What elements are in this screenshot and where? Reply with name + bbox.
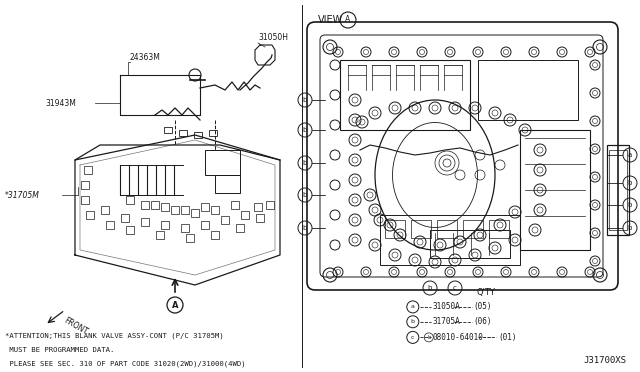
Text: 31050A: 31050A bbox=[433, 302, 461, 311]
Text: c: c bbox=[453, 285, 457, 291]
Bar bbox=[211, 231, 219, 239]
Text: a: a bbox=[411, 304, 415, 310]
Text: 08010-64010--: 08010-64010-- bbox=[433, 333, 493, 342]
Bar bbox=[607, 145, 629, 235]
Text: 31050H: 31050H bbox=[258, 33, 288, 42]
Bar bbox=[164, 127, 172, 133]
Bar bbox=[489, 220, 509, 238]
Text: A: A bbox=[172, 301, 179, 310]
Bar bbox=[463, 220, 483, 238]
Bar bbox=[340, 60, 470, 130]
Text: J31700XS: J31700XS bbox=[583, 356, 627, 365]
Text: b: b bbox=[628, 225, 632, 231]
Text: 24363M: 24363M bbox=[130, 54, 161, 62]
Bar bbox=[84, 166, 92, 174]
Bar bbox=[194, 132, 202, 138]
Text: (05): (05) bbox=[474, 302, 492, 311]
Bar bbox=[411, 220, 431, 238]
Bar bbox=[179, 130, 187, 136]
Bar bbox=[191, 209, 199, 217]
Bar bbox=[215, 175, 240, 193]
Text: b: b bbox=[428, 285, 432, 291]
Bar bbox=[126, 196, 134, 204]
Bar bbox=[385, 220, 405, 238]
Bar bbox=[81, 196, 89, 204]
Text: b: b bbox=[303, 97, 307, 103]
Bar bbox=[254, 203, 262, 211]
Text: VIEW: VIEW bbox=[318, 15, 343, 25]
Bar bbox=[609, 150, 627, 230]
Text: (06): (06) bbox=[474, 317, 492, 326]
Bar bbox=[256, 214, 264, 222]
Bar bbox=[211, 206, 219, 214]
Text: 31943M: 31943M bbox=[45, 99, 76, 108]
Bar bbox=[106, 221, 114, 229]
Text: b: b bbox=[303, 127, 307, 133]
Bar bbox=[126, 226, 134, 234]
Text: *31705M: *31705M bbox=[5, 190, 40, 199]
Bar bbox=[101, 206, 109, 214]
Bar bbox=[181, 224, 189, 232]
Bar bbox=[81, 181, 89, 189]
Text: b: b bbox=[628, 202, 632, 208]
Text: (01): (01) bbox=[499, 333, 517, 342]
Text: b: b bbox=[628, 180, 632, 186]
Bar bbox=[266, 201, 274, 209]
Text: Q'TY: Q'TY bbox=[477, 288, 496, 296]
Bar bbox=[520, 130, 590, 250]
Text: MUST BE PROGRAMMED DATA.: MUST BE PROGRAMMED DATA. bbox=[5, 347, 115, 353]
Bar bbox=[201, 221, 209, 229]
Bar bbox=[231, 201, 239, 209]
Bar bbox=[241, 211, 249, 219]
Text: a: a bbox=[628, 152, 632, 158]
Text: b: b bbox=[303, 225, 307, 231]
Bar bbox=[171, 206, 179, 214]
Text: b: b bbox=[303, 160, 307, 166]
Bar bbox=[181, 206, 189, 214]
Text: 31705A: 31705A bbox=[433, 317, 461, 326]
Bar bbox=[209, 130, 217, 136]
Text: b: b bbox=[303, 192, 307, 198]
Text: A: A bbox=[346, 16, 351, 25]
Text: b: b bbox=[428, 335, 430, 340]
Bar bbox=[236, 224, 244, 232]
Bar bbox=[201, 203, 209, 211]
Bar bbox=[156, 231, 164, 239]
Bar bbox=[161, 203, 169, 211]
Bar bbox=[151, 201, 159, 209]
Text: c: c bbox=[411, 335, 415, 340]
Bar bbox=[478, 60, 578, 120]
Text: b: b bbox=[411, 319, 415, 324]
Text: *ATTENTION;THIS BLANK VALVE ASSY-CONT (P/C 31705M): *ATTENTION;THIS BLANK VALVE ASSY-CONT (P… bbox=[5, 332, 224, 339]
Bar bbox=[205, 150, 240, 175]
Bar bbox=[121, 214, 129, 222]
Bar bbox=[186, 234, 194, 242]
Bar bbox=[437, 220, 457, 238]
Bar bbox=[221, 216, 229, 224]
Bar bbox=[86, 211, 94, 219]
Text: PLEASE SEE SEC. 310 OF PART CODE 31020(2WD)/31000(4WD): PLEASE SEE SEC. 310 OF PART CODE 31020(2… bbox=[5, 360, 246, 367]
Bar bbox=[141, 218, 149, 226]
Bar bbox=[380, 215, 520, 265]
Bar bbox=[141, 201, 149, 209]
Bar bbox=[161, 221, 169, 229]
Text: FRONT: FRONT bbox=[62, 316, 89, 337]
Bar bbox=[430, 230, 510, 258]
